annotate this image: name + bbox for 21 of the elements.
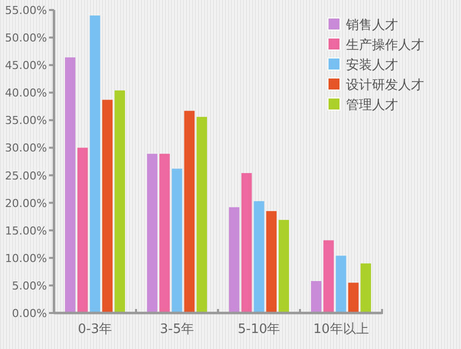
y-tick-label: 30.00% <box>5 142 47 155</box>
y-tick-label: 40.00% <box>5 86 47 100</box>
y-tick-label: 25.00% <box>5 169 47 182</box>
legend-label: 设计研发人才 <box>346 78 424 93</box>
legend-label: 管理人才 <box>346 98 398 113</box>
y-tick-label: 55.00% <box>5 4 47 17</box>
x-tick-label: 10年以上 <box>313 322 369 337</box>
y-tick-label: 15.00% <box>5 224 47 238</box>
y-tick-label: 10.00% <box>5 252 47 265</box>
x-tick-label: 3-5年 <box>160 322 194 337</box>
y-tick-label: 35.00% <box>5 114 47 128</box>
y-tick-label: 0.00% <box>12 307 47 320</box>
legend-label: 销售人才 <box>345 18 398 33</box>
x-tick-label: 5-10年 <box>238 322 280 337</box>
y-tick-label: 5.00% <box>12 279 47 292</box>
legend-label: 生产操作人才 <box>346 38 424 53</box>
y-tick-label: 20.00% <box>5 196 47 210</box>
y-tick-label: 50.00% <box>5 32 47 45</box>
y-tick-label: 45.00% <box>5 59 47 72</box>
x-tick-label: 0-3年 <box>78 322 112 337</box>
legend-label: 安装人才 <box>346 57 398 73</box>
